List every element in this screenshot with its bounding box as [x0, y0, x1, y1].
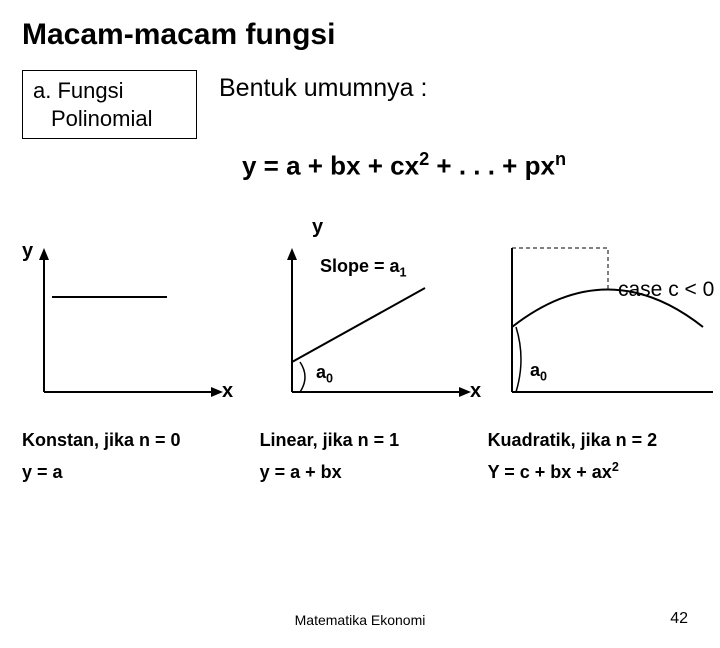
cap3-line2-pre: Y = c + bx + ax — [488, 462, 612, 482]
chart2-a0-brace — [300, 362, 305, 392]
chart3-case-label: case c < 0 — [618, 278, 714, 302]
header-row: a. Fungsi Polinomial Bentuk umumnya : — [22, 70, 698, 139]
slope-sub: 1 — [400, 265, 407, 279]
formula-part-2: + . . . + px — [429, 151, 555, 181]
chart2-x-label: x — [470, 380, 481, 403]
chart3-a0-brace — [516, 327, 521, 392]
chart2-a0-text: a — [316, 362, 326, 382]
chart3-a0-sub: 0 — [540, 369, 547, 383]
cap3-line1: Kuadratik, jika n = 2 — [488, 424, 698, 456]
caption-constant: Konstan, jika n = 0 y = a — [22, 424, 252, 489]
page-title: Macam-macam fungsi — [22, 18, 698, 52]
polynomial-formula: y = a + bx + cx2 + . . . + pxn — [242, 149, 698, 182]
chart3-a0-text: a — [530, 360, 540, 380]
formula-part-1: y = a + bx + cx — [242, 151, 419, 181]
chart-quadratic: case c < 0 a0 — [508, 242, 720, 412]
function-type-box: a. Fungsi Polinomial — [22, 70, 197, 139]
chart-constant: y x — [22, 242, 262, 412]
box-line-2: Polinomial — [33, 105, 186, 133]
chart2-linear-line — [292, 288, 425, 362]
cap2-line2: y = a + bx — [260, 456, 480, 488]
cap3-line2-sup: 2 — [612, 460, 619, 474]
chart2-a0-label: a0 — [316, 362, 333, 386]
formula-sup-2: n — [555, 149, 566, 169]
chart1-y-arrow — [39, 248, 49, 260]
chart1-x-label: x — [222, 380, 233, 403]
charts-row: y x y x Slope = a1 a0 case c < 0 — [22, 242, 698, 412]
cap2-line1: Linear, jika n = 1 — [260, 424, 480, 456]
chart3-a0-label: a0 — [530, 360, 547, 384]
general-form-label: Bentuk umumnya : — [219, 70, 427, 103]
cap3-line2: Y = c + bx + ax2 — [488, 456, 698, 488]
captions-row: Konstan, jika n = 0 y = a Linear, jika n… — [22, 424, 698, 489]
chart1-y-label: y — [22, 240, 33, 263]
cap1-line1: Konstan, jika n = 0 — [22, 424, 252, 456]
box-line-1: a. Fungsi — [33, 77, 186, 105]
chart2-a0-sub: 0 — [326, 371, 333, 385]
caption-linear: Linear, jika n = 1 y = a + bx — [260, 424, 480, 489]
chart2-y-arrow — [287, 248, 297, 260]
formula-sup-1: 2 — [419, 149, 429, 169]
slide-number: 42 — [670, 610, 688, 628]
footer-text: Matematika Ekonomi — [295, 612, 426, 628]
chart-linear: y x Slope = a1 a0 — [270, 242, 500, 412]
cap1-line2: y = a — [22, 456, 252, 488]
chart3-svg — [508, 242, 720, 412]
chart2-y-label: y — [312, 216, 323, 239]
chart2-slope-label: Slope = a1 — [320, 256, 407, 280]
caption-quadratic: Kuadratik, jika n = 2 Y = c + bx + ax2 — [488, 424, 698, 489]
slope-text: Slope = a — [320, 256, 400, 276]
